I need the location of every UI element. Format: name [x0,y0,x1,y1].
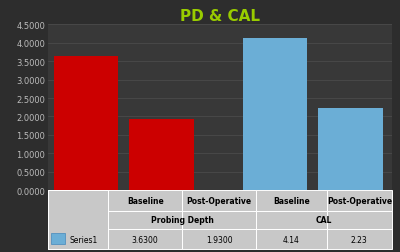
Text: CAL: CAL [316,215,332,225]
Bar [129,120,194,191]
Text: Probing Depth: Probing Depth [151,215,214,225]
Text: 3.6300: 3.6300 [132,235,158,244]
Text: 4.14: 4.14 [283,235,300,244]
Text: Post-Operative: Post-Operative [186,196,252,205]
Bar [243,38,307,191]
Bar [108,229,182,249]
Bar [327,191,392,211]
Bar [256,229,327,249]
Bar [182,229,256,249]
Text: 1.9300: 1.9300 [206,235,232,244]
Bar [54,57,118,191]
Text: Post-Operative: Post-Operative [327,196,392,205]
Bar [48,229,108,249]
Bar [256,191,327,211]
Bar [108,191,182,211]
Text: Baseline: Baseline [127,196,164,205]
Title: PD & CAL: PD & CAL [180,9,260,24]
Bar [52,233,65,244]
Bar [48,211,108,229]
Bar [327,211,392,229]
Bar [182,211,256,229]
Bar [48,191,108,249]
Bar [318,109,382,191]
Bar [182,191,256,211]
Text: Baseline: Baseline [273,196,310,205]
Text: 2.23: 2.23 [351,235,368,244]
Bar [256,211,327,229]
Text: Series1: Series1 [70,235,98,244]
Bar [48,191,108,211]
Bar [327,229,392,249]
Bar [108,211,182,229]
